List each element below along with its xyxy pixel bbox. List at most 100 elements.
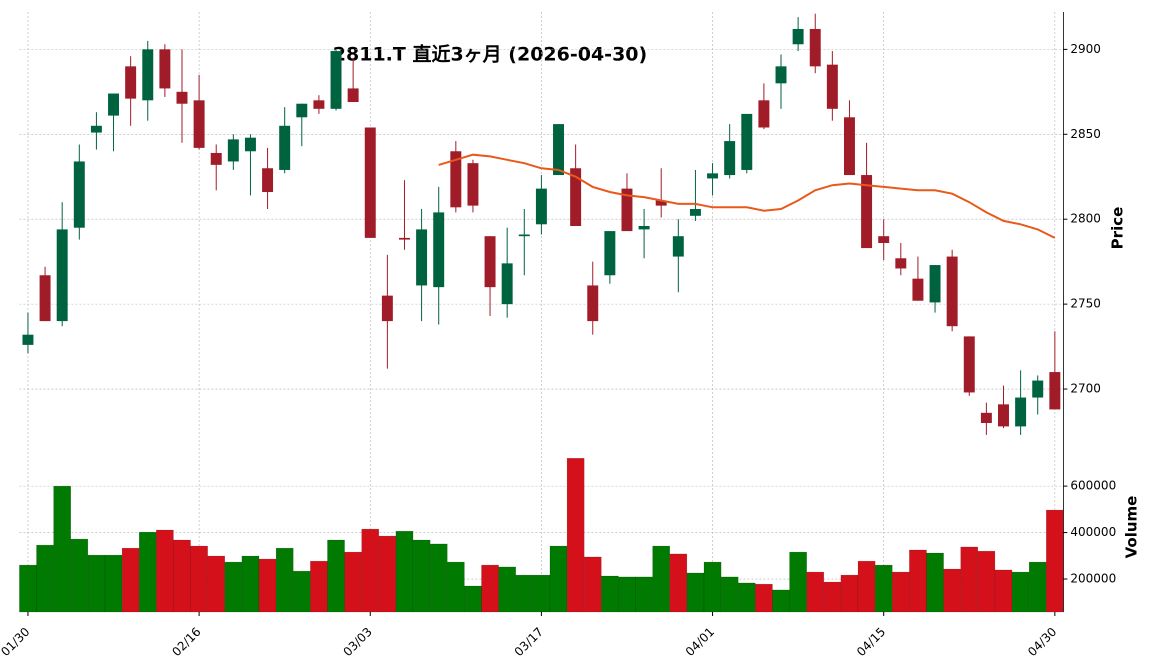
x-tick-label: 04/30	[1025, 625, 1059, 659]
candle-body	[912, 278, 924, 301]
candle-body	[878, 236, 890, 243]
candle-body	[159, 49, 171, 89]
volume-bar	[104, 554, 123, 613]
y-axis-label: Price	[1109, 207, 1127, 250]
candle-body	[176, 91, 188, 104]
candle-body	[279, 125, 291, 170]
candle-body	[843, 117, 855, 176]
volume-bar	[652, 545, 671, 613]
candle-body	[56, 229, 68, 322]
volume-bar	[977, 550, 996, 613]
volume-bar	[53, 485, 71, 613]
candle-body	[963, 336, 975, 393]
candle-body	[90, 125, 102, 133]
volume-bar	[703, 561, 722, 613]
volume-bar	[635, 576, 653, 613]
volume-bar	[601, 575, 619, 613]
volume-bar	[857, 560, 876, 613]
volume-bar	[429, 543, 448, 613]
candle-body	[758, 100, 770, 128]
candle-body	[381, 295, 393, 322]
candle-body	[210, 152, 222, 165]
candle-body	[809, 28, 821, 67]
candle-body	[1032, 380, 1044, 398]
volume-bar	[292, 570, 311, 613]
x-tick-label: 03/17	[512, 625, 546, 659]
candle-body	[501, 263, 513, 305]
volume-bar	[840, 574, 859, 613]
candle-body	[262, 168, 274, 193]
volume-bar	[960, 546, 979, 613]
volume-bar	[566, 458, 585, 613]
volume-bar	[1046, 509, 1064, 613]
x-tick-label: 01/30	[0, 625, 33, 659]
candle-body	[775, 66, 787, 84]
volume-bar	[789, 551, 807, 613]
y-tick-label: 400000	[1070, 525, 1116, 539]
candle-body	[741, 113, 753, 170]
candle-body	[621, 188, 633, 232]
candle-body	[364, 127, 376, 238]
x-tick-label: 02/16	[169, 625, 203, 659]
volume-bar	[874, 564, 893, 613]
candle-body	[570, 168, 582, 226]
candle-body	[861, 175, 873, 249]
candle-body	[655, 200, 667, 206]
y-tick-label: 2800	[1070, 212, 1101, 226]
volume-bar	[926, 552, 944, 613]
volume-bar	[173, 539, 191, 613]
x-tick-label: 04/15	[854, 625, 888, 659]
candle-body	[227, 139, 239, 162]
volume-bar	[87, 554, 106, 613]
volume-bar	[361, 528, 380, 613]
candle-body	[296, 103, 308, 118]
candle-body	[125, 66, 137, 99]
y-tick-label: 2850	[1070, 127, 1101, 141]
volume-bar	[806, 571, 825, 613]
candle-body	[689, 209, 701, 216]
y-tick-label: 2750	[1070, 297, 1101, 311]
candle-body	[604, 231, 616, 276]
volume-axis-label: Volume	[1123, 496, 1141, 559]
candle-body	[108, 93, 120, 116]
volume-bar	[310, 560, 328, 613]
volume-bar	[1011, 571, 1030, 613]
volume-bar	[344, 551, 362, 613]
volume-bar	[498, 566, 516, 613]
candle-body	[638, 226, 650, 230]
moving-average-line	[438, 153, 1056, 239]
volume-bar	[737, 582, 756, 613]
y-tick-label: 600000	[1070, 479, 1116, 493]
candle-body	[707, 173, 719, 179]
candle-body	[998, 404, 1009, 427]
candle-body	[313, 100, 325, 109]
volume-bar	[686, 572, 705, 613]
candle-body	[330, 51, 342, 109]
volume-bar	[549, 545, 568, 613]
volume-bar	[618, 576, 636, 613]
volume-bar	[36, 544, 54, 613]
volume-bar	[515, 574, 534, 613]
volume-bar	[583, 556, 602, 613]
candle-body	[672, 236, 684, 257]
volume-bar	[1028, 561, 1047, 613]
volume-bar	[909, 549, 927, 613]
volume-bar	[772, 589, 790, 613]
volume-bar	[447, 561, 465, 613]
volume-bar	[190, 545, 208, 613]
volume-bar	[241, 555, 260, 613]
volume-bar	[532, 574, 551, 613]
candle-body	[929, 265, 941, 303]
volume-bar	[755, 583, 773, 613]
volume-bar	[258, 558, 277, 613]
candle-body	[433, 212, 445, 288]
candle-body	[399, 237, 410, 240]
candle-body	[467, 163, 479, 206]
volume-bar	[892, 571, 910, 613]
volume-bar	[378, 535, 397, 613]
volume-bar	[464, 585, 482, 613]
candle-body	[792, 28, 804, 45]
volume-bar	[943, 568, 961, 613]
candle-body	[142, 49, 154, 101]
